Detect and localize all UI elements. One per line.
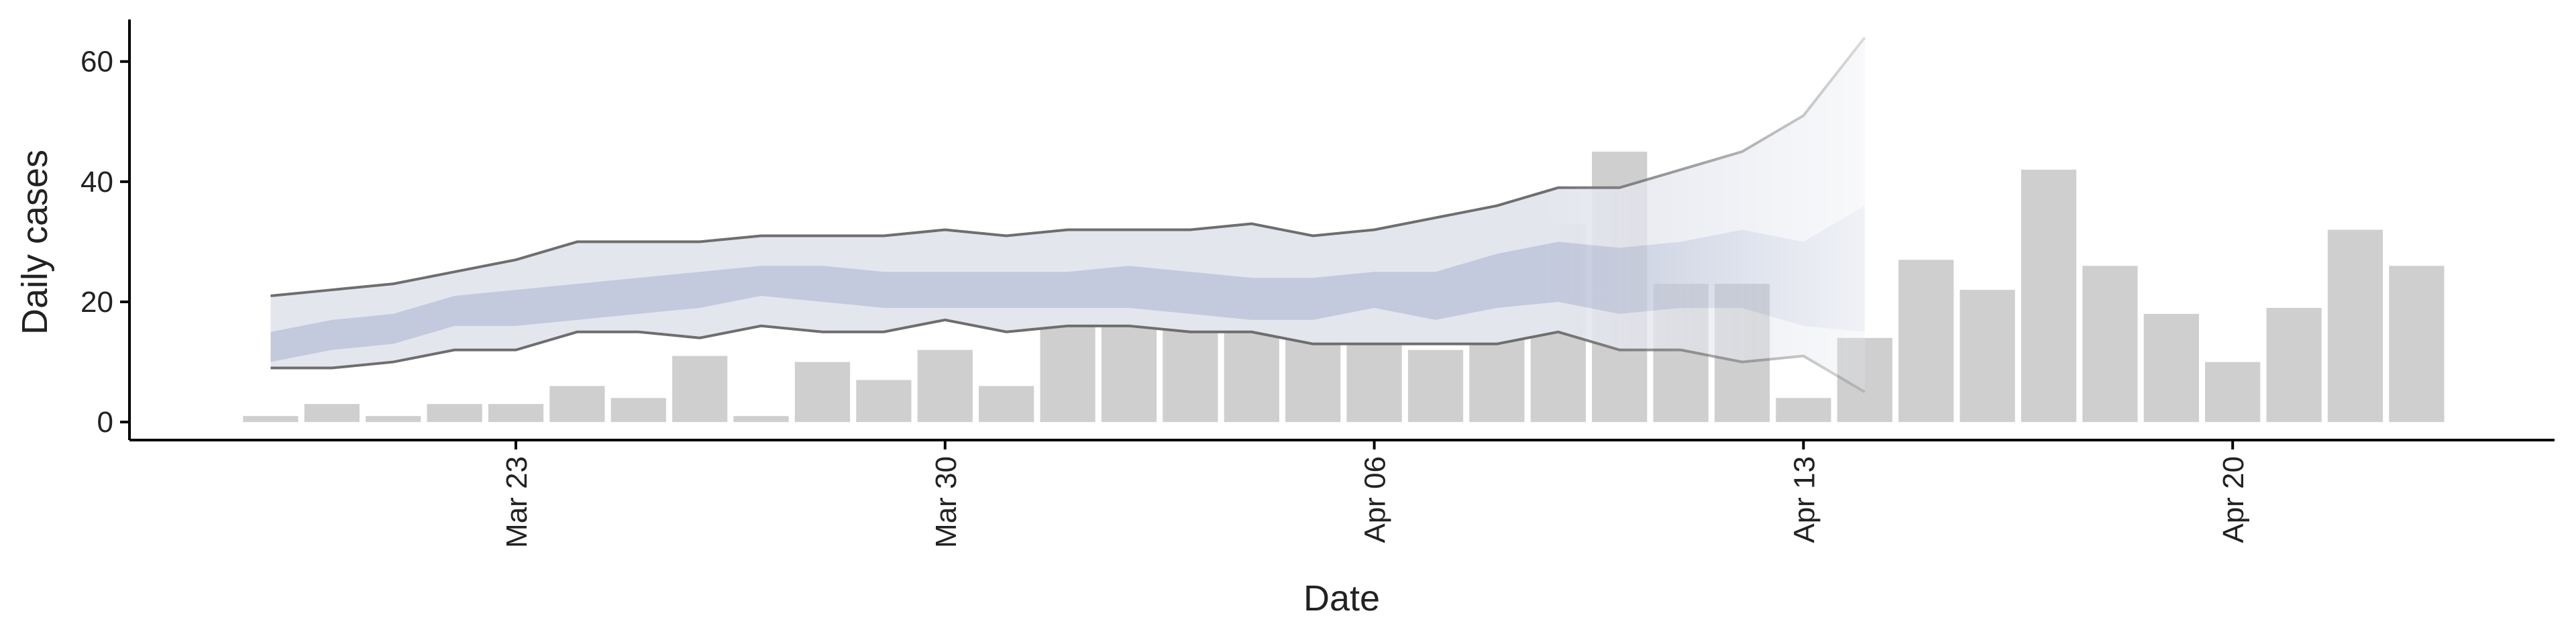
bar [488,404,544,423]
bar [2389,266,2445,423]
band-edge-line [270,318,1866,394]
bar [1407,350,1464,423]
bar [243,416,299,423]
bar [672,356,728,423]
bar [917,350,973,423]
bar [856,380,912,423]
bar [2082,266,2138,423]
x-tick-label: Mar 23 [500,456,533,548]
bar [1898,260,1954,423]
y-tick-label: 60 [80,46,113,78]
x-tick-label: Apr 13 [1788,456,1821,543]
bar [979,386,1034,423]
band-edge-line [270,36,1866,298]
bar [2143,313,2199,423]
bar [366,416,421,423]
bar [2327,229,2383,423]
bar [304,404,360,423]
bar [1776,398,1831,423]
bar [549,386,605,423]
bar [427,404,482,423]
bar [1960,290,2015,423]
inner-band [270,205,1865,362]
x-tick-label: Apr 06 [1359,456,1392,543]
forecast-bands [270,36,1866,394]
y-tick-label: 40 [80,166,113,199]
bar [2021,169,2077,423]
bar [2266,307,2322,423]
bar [733,416,789,423]
y-axis-title: Daily cases [15,150,55,335]
y-tick-label: 0 [97,406,113,439]
x-tick-label: Apr 20 [2217,456,2250,543]
x-axis-title: Date [1303,578,1380,619]
y-tick-label: 20 [80,286,113,319]
bar [794,362,851,423]
bar [2205,362,2261,423]
x-tick-label: Mar 30 [930,456,963,548]
bar [610,398,666,423]
